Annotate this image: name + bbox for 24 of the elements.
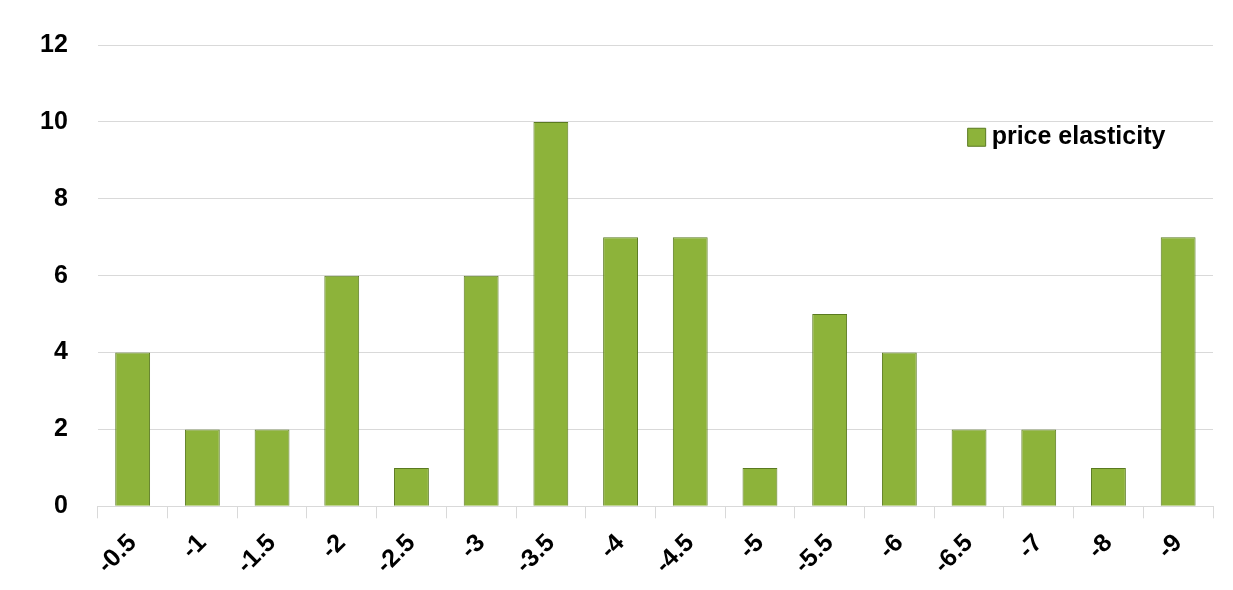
x-tick-label: -2 xyxy=(314,527,351,564)
x-tick-label: -3.5 xyxy=(508,527,560,578)
x-tick-label: -6 xyxy=(872,527,908,564)
x-tick-label: -5 xyxy=(732,527,769,564)
y-tick-label: 2 xyxy=(53,413,68,442)
x-tick-label: -9 xyxy=(1151,527,1187,564)
x-tick-label: -1.5 xyxy=(230,527,281,578)
y-tick-label: 6 xyxy=(53,259,68,288)
y-tick-label: 0 xyxy=(53,490,68,519)
x-tick-label: -6.5 xyxy=(927,527,978,578)
x-tick-label: -2.5 xyxy=(369,527,420,578)
legend-label: price elasticity xyxy=(991,121,1166,150)
x-tick-label: -5.5 xyxy=(787,527,839,578)
x-tick-label: -8 xyxy=(1081,527,1117,564)
y-tick-label: 8 xyxy=(53,182,68,211)
x-tick-label: -3 xyxy=(454,527,490,564)
x-tick-label: -1 xyxy=(175,527,211,564)
x-tick-label: -7 xyxy=(1011,527,1048,564)
x-tick-label: -4 xyxy=(593,527,630,564)
y-tick-label: 12 xyxy=(40,28,68,57)
y-tick-label: 10 xyxy=(40,105,68,134)
y-tick-label: 4 xyxy=(53,336,68,365)
x-tick-label: -4.5 xyxy=(648,527,699,578)
x-tick-label: -0.5 xyxy=(90,527,142,578)
